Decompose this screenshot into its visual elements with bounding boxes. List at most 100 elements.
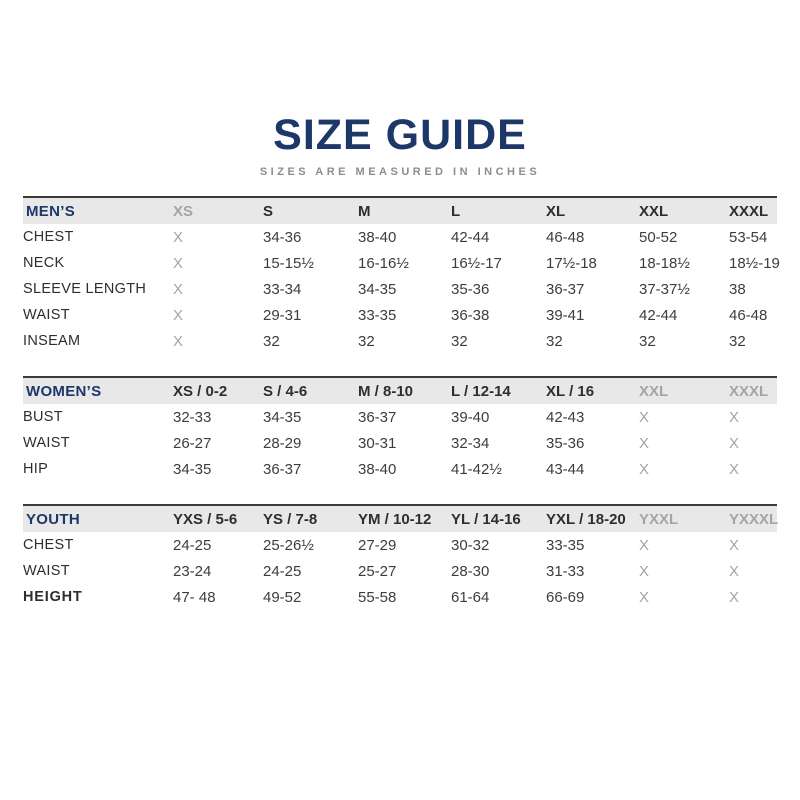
section-label-womens: WOMEN’S xyxy=(23,376,173,404)
size-value: 33-35 xyxy=(546,536,585,554)
size-value: X xyxy=(173,306,184,324)
size-value: 36-37 xyxy=(358,408,397,426)
size-value: 35-36 xyxy=(451,280,490,298)
size-value: 31-33 xyxy=(546,562,585,580)
size-value: 36-37 xyxy=(546,280,585,298)
size-value: 36-38 xyxy=(451,306,490,324)
page-subtitle: SIZES ARE MEASURED IN INCHES xyxy=(259,166,541,178)
size-value: X xyxy=(639,460,650,478)
size-value: 16-16½ xyxy=(358,254,409,272)
size-value: 43-44 xyxy=(546,460,585,478)
column-header: XL xyxy=(546,196,639,224)
size-value: 41-42½ xyxy=(451,460,502,478)
column-header: YS / 7-8 xyxy=(263,504,358,532)
size-value: 34-35 xyxy=(263,408,302,426)
size-table-youth: YOUTH YXS / 5-6 YS / 7-8 YM / 10-12 YL / 14-… xyxy=(23,504,778,610)
table-row: HIP 34-35 36-37 38-40 41-42½ 43-44 X X xyxy=(23,456,777,482)
column-header: XXL xyxy=(639,196,729,224)
size-value: 29-31 xyxy=(263,306,302,324)
size-value: X xyxy=(173,228,184,246)
size-value: 42-43 xyxy=(546,408,585,426)
table-row: WAIST 23-24 24-25 25-27 28-30 31-33 X X xyxy=(23,558,777,584)
table-row: BUST 32-33 34-35 36-37 39-40 42-43 X X xyxy=(23,404,777,430)
size-value: 18-18½ xyxy=(639,254,690,272)
size-value: 33-34 xyxy=(263,280,302,298)
row-label: HEIGHT xyxy=(23,589,83,605)
size-value: 32 xyxy=(639,332,656,350)
size-value: 36-37 xyxy=(263,460,302,478)
size-value: 42-44 xyxy=(451,228,490,246)
size-value: X xyxy=(639,536,650,554)
column-header: S xyxy=(263,196,358,224)
size-value: 15-15½ xyxy=(263,254,314,272)
table-row: NECK X 15-15½ 16-16½ 16½-17 17½-18 18-18½ 18½-1… xyxy=(23,250,780,276)
size-value: 32-33 xyxy=(173,408,212,426)
size-value: X xyxy=(729,408,740,426)
size-value: 32 xyxy=(451,332,468,350)
size-value: 38-40 xyxy=(358,460,397,478)
column-header: XXXL xyxy=(729,376,777,404)
size-value: X xyxy=(729,562,740,580)
size-value: 61-64 xyxy=(451,588,490,606)
size-value: 66-69 xyxy=(546,588,585,606)
row-label: BUST xyxy=(23,409,63,425)
column-header: M / 8-10 xyxy=(358,376,451,404)
size-value: 49-52 xyxy=(263,588,302,606)
size-value: 32-34 xyxy=(451,434,490,452)
size-value: X xyxy=(173,254,184,272)
column-header: XL / 16 xyxy=(546,376,639,404)
size-value: 53-54 xyxy=(729,228,768,246)
size-value: 24-25 xyxy=(263,562,302,580)
size-value: 38-40 xyxy=(358,228,397,246)
header-row: MEN’S XS S M L XL XXL XXXL xyxy=(23,196,777,224)
header-row: YOUTH YXS / 5-6 YS / 7-8 YM / 10-12 YL / 14-… xyxy=(23,504,778,532)
row-label: NECK xyxy=(23,255,65,271)
size-value: X xyxy=(639,434,650,452)
column-header: XS xyxy=(173,196,263,224)
size-value: 17½-18 xyxy=(546,254,597,272)
size-value: 46-48 xyxy=(546,228,585,246)
column-header: XXL xyxy=(639,376,729,404)
row-label: WAIST xyxy=(23,435,70,451)
table-row: CHEST 24-25 25-26½ 27-29 30-32 33-35 X X xyxy=(23,532,777,558)
size-value: 28-30 xyxy=(451,562,490,580)
size-value: 30-32 xyxy=(451,536,490,554)
size-value: X xyxy=(729,434,740,452)
row-label: CHEST xyxy=(23,537,74,553)
size-value: 37-37½ xyxy=(639,280,690,298)
size-value: X xyxy=(729,588,740,606)
table-row: WAIST 26-27 28-29 30-31 32-34 35-36 X X xyxy=(23,430,777,456)
column-header: YXS / 5-6 xyxy=(173,504,263,532)
size-value: 32 xyxy=(263,332,280,350)
column-header: YXL / 18-20 xyxy=(546,504,639,532)
size-tables: MEN’S XS S M L XL XXL XXXL CHEST X 34-36 38-40 42-44… xyxy=(23,196,780,610)
size-value: 32 xyxy=(729,332,746,350)
size-value: 27-29 xyxy=(358,536,397,554)
row-label: SLEEVE LENGTH xyxy=(23,281,147,297)
size-value: 24-25 xyxy=(173,536,212,554)
size-value: 32 xyxy=(546,332,563,350)
header-row: WOMEN’S XS / 0-2 S / 4-6 M / 8-10 L / 12-14 X… xyxy=(23,376,777,404)
size-value: 23-24 xyxy=(173,562,212,580)
column-header: L xyxy=(451,196,546,224)
table-row: CHEST X 34-36 38-40 42-44 46-48 50-52 53-54 xyxy=(23,224,777,250)
row-label: INSEAM xyxy=(23,333,81,349)
size-value: X xyxy=(639,588,650,606)
size-value: 39-40 xyxy=(451,408,490,426)
size-value: 25-26½ xyxy=(263,536,314,554)
size-value: X xyxy=(639,408,650,426)
size-value: 26-27 xyxy=(173,434,212,452)
row-label: HIP xyxy=(23,461,49,477)
size-value: 34-35 xyxy=(358,280,397,298)
column-header: YL / 14-16 xyxy=(451,504,546,532)
table-row: WAIST X 29-31 33-35 36-38 39-41 42-44 46-48 xyxy=(23,302,777,328)
section-label-youth: YOUTH xyxy=(23,504,173,532)
row-label: CHEST xyxy=(23,229,74,245)
column-header: M xyxy=(358,196,451,224)
size-value: X xyxy=(639,562,650,580)
column-header: S / 4-6 xyxy=(263,376,358,404)
size-table-womens: WOMEN’S XS / 0-2 S / 4-6 M / 8-10 L / 12-14 X… xyxy=(23,376,777,482)
row-label: WAIST xyxy=(23,563,70,579)
size-value: 46-48 xyxy=(729,306,768,324)
size-value: 34-36 xyxy=(263,228,302,246)
